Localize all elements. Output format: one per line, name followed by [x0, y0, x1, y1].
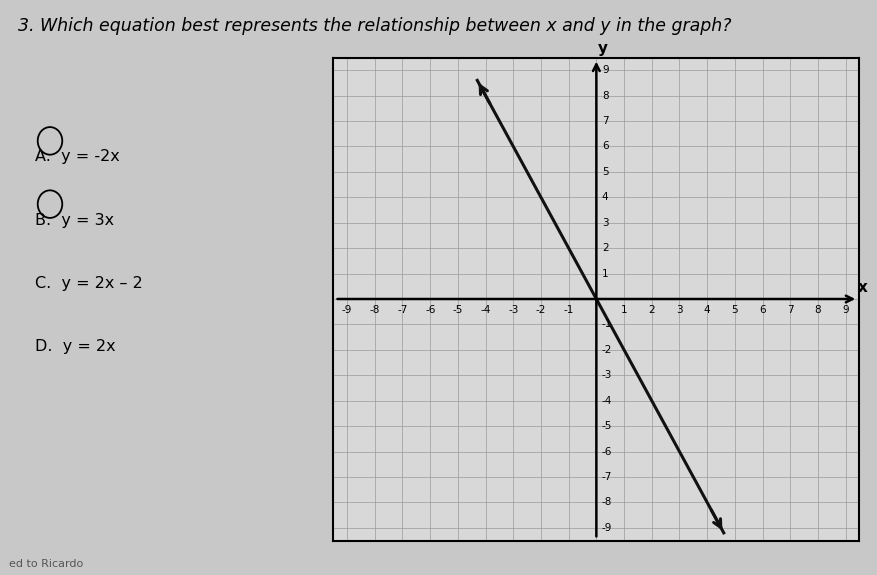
- Text: 2: 2: [648, 305, 655, 315]
- Text: 9: 9: [602, 65, 609, 75]
- Text: 9: 9: [842, 305, 849, 315]
- Text: D.  y = 2x: D. y = 2x: [35, 339, 116, 354]
- Text: -4: -4: [602, 396, 612, 406]
- Text: 4: 4: [704, 305, 710, 315]
- Text: -7: -7: [397, 305, 408, 315]
- Text: -8: -8: [602, 497, 612, 507]
- Text: -2: -2: [602, 345, 612, 355]
- Text: 1: 1: [621, 305, 627, 315]
- Text: 7: 7: [602, 116, 609, 126]
- Text: ed to Ricardo: ed to Ricardo: [9, 559, 83, 569]
- Text: 3. Which equation best represents the relationship between x and y in the graph?: 3. Which equation best represents the re…: [18, 17, 731, 35]
- Text: 3: 3: [602, 218, 609, 228]
- Text: -3: -3: [508, 305, 518, 315]
- Text: x: x: [858, 280, 867, 295]
- Text: A.  y = -2x: A. y = -2x: [35, 150, 120, 164]
- Text: -1: -1: [602, 320, 612, 329]
- Text: 3: 3: [676, 305, 683, 315]
- Text: -5: -5: [453, 305, 463, 315]
- Text: 5: 5: [731, 305, 738, 315]
- Text: 8: 8: [602, 91, 609, 101]
- Text: -5: -5: [602, 421, 612, 431]
- Text: 6: 6: [759, 305, 766, 315]
- Text: -9: -9: [602, 523, 612, 533]
- Text: 7: 7: [787, 305, 794, 315]
- Text: y: y: [598, 41, 609, 56]
- Text: -6: -6: [425, 305, 435, 315]
- Text: -6: -6: [602, 447, 612, 457]
- Text: -4: -4: [481, 305, 491, 315]
- Text: -2: -2: [536, 305, 546, 315]
- Text: -1: -1: [564, 305, 574, 315]
- Text: 2: 2: [602, 243, 609, 253]
- Text: -7: -7: [602, 472, 612, 482]
- Text: 4: 4: [602, 192, 609, 202]
- Text: 6: 6: [602, 141, 609, 151]
- Text: -3: -3: [602, 370, 612, 380]
- Text: -9: -9: [342, 305, 353, 315]
- Text: -8: -8: [369, 305, 380, 315]
- Text: C.  y = 2x – 2: C. y = 2x – 2: [35, 276, 143, 291]
- Text: 1: 1: [602, 269, 609, 278]
- Text: 5: 5: [602, 167, 609, 177]
- Text: B.  y = 3x: B. y = 3x: [35, 213, 114, 228]
- Text: 8: 8: [815, 305, 821, 315]
